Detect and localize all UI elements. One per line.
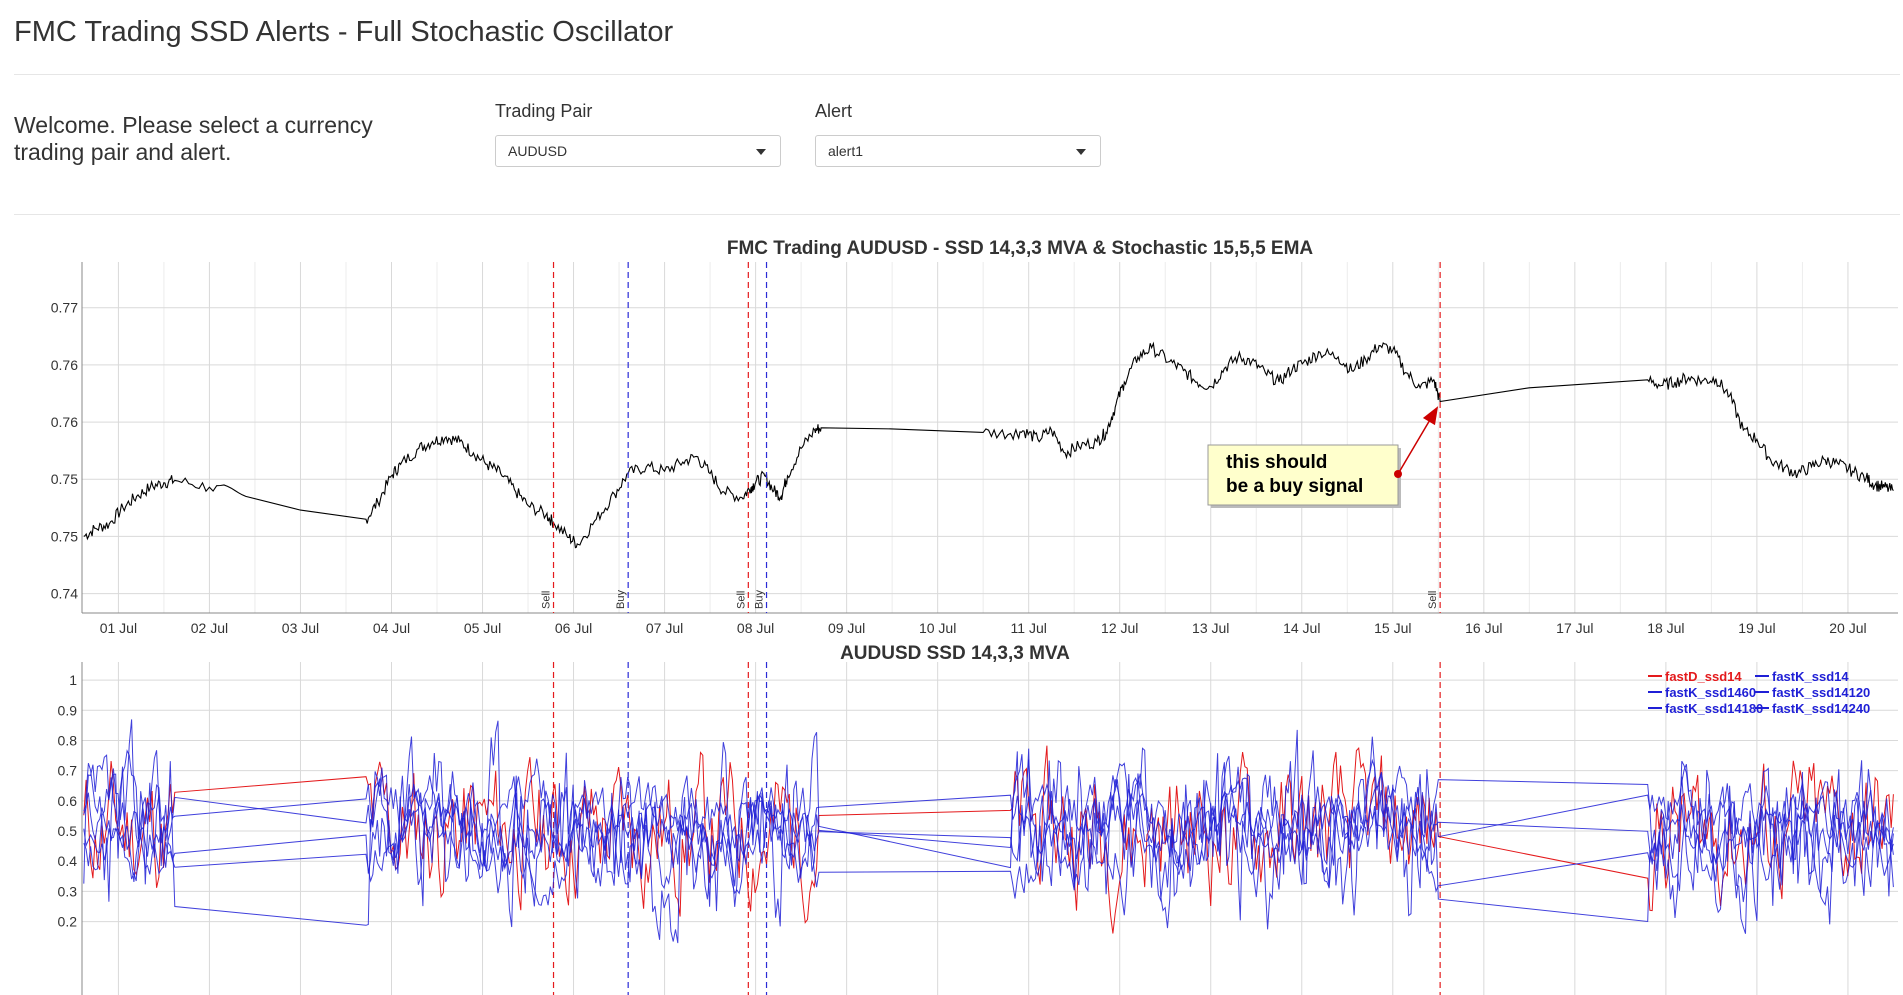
y-tick-label: 0.5	[58, 823, 78, 839]
x-tick-label: 15 Jul	[1374, 620, 1411, 636]
x-tick-label: 08 Jul	[737, 620, 774, 636]
alert-select[interactable]: alert1	[815, 135, 1101, 167]
x-tick-label: 14 Jul	[1283, 620, 1320, 636]
x-tick-label: 06 Jul	[555, 620, 592, 636]
x-tick-label: 11 Jul	[1011, 620, 1047, 636]
y-tick-label: 0.75	[51, 471, 78, 487]
x-tick-label: 02 Jul	[191, 620, 228, 636]
x-tick-label: 19 Jul	[1738, 620, 1775, 636]
annotation-text: be a buy signal	[1226, 476, 1363, 497]
welcome-text: Welcome. Please select a currency tradin…	[14, 112, 373, 165]
legend-label: fastK_ssd1460	[1665, 685, 1756, 700]
legend-label: fastK_ssd14120	[1772, 685, 1870, 700]
trading-pair-select[interactable]: AUDUSD	[495, 135, 781, 167]
annotation-arrow-head	[1422, 406, 1439, 426]
legend-label: fastD_ssd14	[1665, 669, 1742, 684]
controls-divider	[14, 214, 1900, 215]
x-tick-label: 20 Jul	[1829, 620, 1866, 636]
x-tick-label: 05 Jul	[464, 620, 501, 636]
alert-label: Alert	[815, 101, 853, 121]
x-tick-label: 09 Jul	[828, 620, 865, 636]
price-line	[83, 341, 1894, 549]
signal-label: Sell	[735, 591, 747, 609]
y-tick-label: 0.3	[58, 883, 78, 899]
annotation-arrow-line	[1397, 417, 1432, 475]
alert-value: alert1	[828, 143, 864, 159]
y-tick-label: 0.77	[51, 300, 78, 316]
alert-control: Alert alert1	[815, 101, 1101, 167]
series-line-fastK_ssd14180	[83, 764, 1894, 906]
x-tick-label: 07 Jul	[646, 620, 683, 636]
x-tick-label: 04 Jul	[373, 620, 410, 636]
trading-pair-value: AUDUSD	[508, 143, 568, 159]
y-tick-label: 0.75	[51, 528, 78, 544]
x-tick-label: 18 Jul	[1647, 620, 1684, 636]
trading-pair-control: Trading Pair AUDUSD	[495, 101, 781, 167]
y-tick-label: 0.74	[51, 586, 78, 602]
trading-pair-label: Trading Pair	[495, 101, 593, 121]
y-tick-label: 0.76	[51, 357, 78, 373]
signal-label: Buy	[754, 590, 766, 609]
annotation-box	[1207, 444, 1399, 506]
y-tick-label: 0.4	[58, 853, 78, 869]
y-tick-label: 0.2	[58, 914, 78, 930]
signal-label: Sell	[1427, 591, 1439, 609]
series-line-fastK_ssd1460	[83, 749, 1894, 916]
y-tick-label: 0.8	[58, 732, 78, 748]
signal-label: Sell	[541, 591, 553, 609]
x-tick-label: 01 Jul	[100, 620, 137, 636]
header-divider	[14, 74, 1900, 75]
y-tick-label: 1	[69, 672, 77, 688]
legend-label: fastK_ssd14180	[1665, 701, 1763, 716]
legend-label: fastK_ssd14	[1772, 669, 1849, 684]
chart-title: AUDUSD SSD 14,3,3 MVA	[840, 643, 1070, 664]
series-line-fastD_ssd14	[83, 745, 1894, 934]
x-tick-label: 12 Jul	[1101, 620, 1138, 636]
page-title: FMC Trading SSD Alerts - Full Stochastic…	[14, 16, 674, 48]
legend-label: fastK_ssd14240	[1772, 701, 1870, 716]
chart-title: FMC Trading AUDUSD - SSD 14,3,3 MVA & St…	[727, 238, 1314, 259]
y-tick-label: 0.76	[51, 414, 78, 430]
y-tick-label: 0.7	[58, 763, 78, 779]
chevron-down-icon	[1076, 149, 1086, 155]
series-line-fastK_ssd14240	[83, 775, 1894, 891]
x-tick-label: 17 Jul	[1556, 620, 1593, 636]
x-tick-label: 13 Jul	[1192, 620, 1229, 636]
annotation-text: this should	[1226, 452, 1327, 473]
y-tick-label: 0.9	[58, 702, 78, 718]
series-line-fastK_ssd14120	[83, 758, 1894, 899]
x-tick-label: 03 Jul	[282, 620, 319, 636]
x-tick-label: 16 Jul	[1465, 620, 1502, 636]
y-tick-label: 0.6	[58, 793, 78, 809]
signal-label: Buy	[615, 590, 627, 609]
chevron-down-icon	[756, 149, 766, 155]
x-tick-label: 10 Jul	[919, 620, 956, 636]
